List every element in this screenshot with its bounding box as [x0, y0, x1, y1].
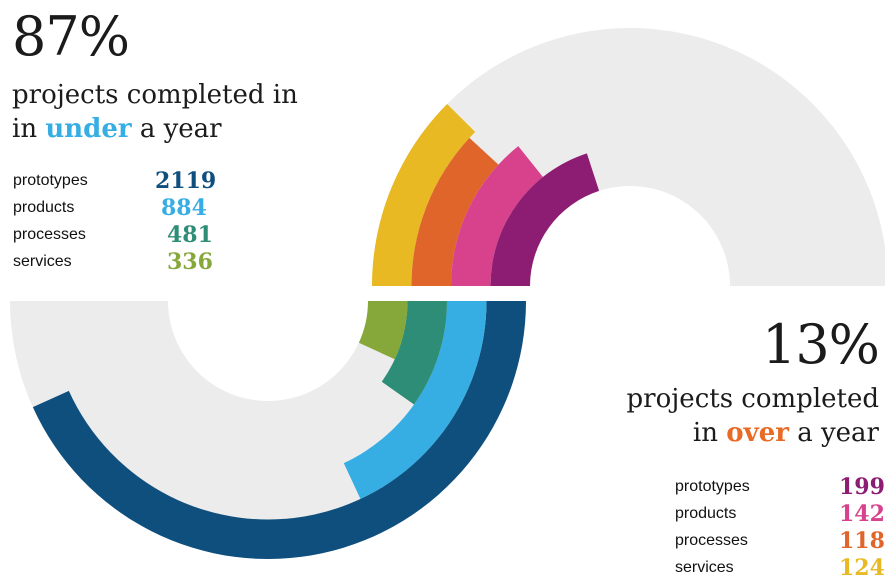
over-legend-row-services: services 124 [675, 555, 885, 582]
over-description: projects completed in over a year [627, 382, 879, 450]
arc-over-a-year-products [451, 146, 543, 286]
legend-value: 884 [161, 195, 207, 221]
over-percent: 13% [761, 313, 880, 376]
legend-category: prototypes [675, 478, 750, 495]
over-line2: in over a year [627, 416, 879, 450]
over-keyword: over [726, 418, 789, 448]
under-legend-row-processes: processes 481 [13, 222, 213, 249]
under-line2-pre: in [12, 114, 38, 144]
under-percent: 87% [12, 5, 130, 68]
over-legend-row-processes: processes 118 [675, 528, 885, 555]
legend-value: 481 [167, 222, 213, 248]
arc-under-a-year-services [358, 301, 408, 360]
arc-group [32, 103, 600, 560]
under-legend: prototypes 2119 products 884 processes 4… [13, 168, 217, 276]
over-line2-pre: in [692, 418, 718, 448]
legend-value: 142 [839, 501, 885, 527]
legend-value: 124 [839, 555, 885, 581]
over-legend-row-products: products 142 [675, 501, 885, 528]
under-line1: projects completed in [12, 80, 298, 110]
legend-category: processes [13, 226, 86, 243]
legend-category: products [13, 199, 75, 216]
legend-value: 336 [167, 249, 213, 275]
under-description: projects completed in in under a year [12, 78, 298, 146]
arc-over-a-year-prototypes [490, 153, 600, 286]
arc-under-a-year-prototypes [32, 301, 526, 560]
legend-value: 199 [839, 474, 885, 500]
legend-category: prototypes [13, 172, 88, 189]
arc-under-a-year-processes [381, 301, 447, 405]
over-line1: projects completed [626, 384, 879, 414]
legend-category: services [675, 559, 734, 576]
under-headline: 87% projects completed in in under a yea… [12, 10, 298, 146]
arc-over-a-year-processes [411, 137, 499, 286]
under-legend-row-prototypes: prototypes 2119 [13, 168, 217, 195]
under-keyword: under [45, 114, 132, 144]
under-line2-post: a year [139, 114, 222, 144]
under-legend-row-services: services 336 [13, 249, 213, 276]
under-legend-row-products: products 884 [13, 195, 213, 222]
legend-value: 118 [839, 528, 885, 554]
over-headline: 13% projects completed in over a year [627, 313, 880, 450]
over-legend: prototypes 199 products 142 processes 11… [675, 474, 885, 582]
legend-category: services [13, 253, 72, 270]
over-legend-row-prototypes: prototypes 199 [675, 474, 885, 501]
under-line2: in under a year [12, 112, 298, 146]
legend-value: 2119 [155, 168, 217, 194]
arc-over-a-year-services [372, 103, 476, 287]
over-line2-post: a year [797, 418, 879, 448]
arc-under-a-year-products [343, 301, 487, 499]
legend-category: products [675, 505, 737, 522]
legend-category: processes [675, 532, 748, 549]
